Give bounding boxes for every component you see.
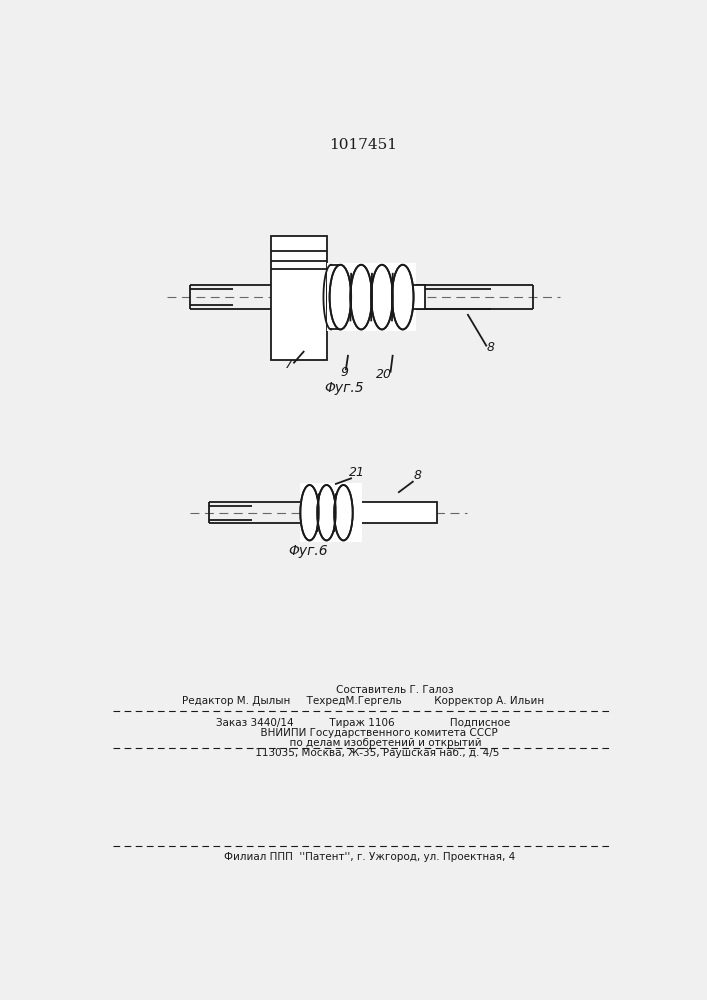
Text: Составитель Г. Галоз: Составитель Г. Галоз: [271, 685, 454, 695]
Ellipse shape: [317, 485, 336, 540]
Text: 113035, Москва, Ж-35, Раушская наб., д. 4/5: 113035, Москва, Ж-35, Раушская наб., д. …: [226, 748, 499, 758]
Bar: [409, 285, 425, 309]
Text: 21: 21: [349, 466, 365, 479]
Bar: [300, 483, 362, 542]
Bar: [353, 502, 437, 523]
Text: ВНИИПИ Государственного комитета СССР: ВНИИПИ Государственного комитета СССР: [228, 728, 498, 738]
Ellipse shape: [329, 265, 351, 329]
Text: 9: 9: [340, 366, 349, 379]
Bar: [271, 235, 327, 360]
Ellipse shape: [351, 265, 372, 329]
Bar: [327, 263, 416, 331]
Ellipse shape: [371, 265, 393, 329]
Text: Редактор М. Дылын     ТехредМ.Гергель          Корректор А. Ильин: Редактор М. Дылын ТехредМ.Гергель Коррек…: [182, 696, 544, 706]
Text: 20: 20: [376, 368, 392, 381]
Text: 7: 7: [285, 358, 293, 371]
Text: Заказ 3440/14           Тираж 1106                 Подписное: Заказ 3440/14 Тираж 1106 Подписное: [216, 718, 510, 728]
Bar: [327, 285, 344, 309]
Ellipse shape: [334, 485, 353, 540]
Text: Φуг.5: Φуг.5: [325, 381, 364, 395]
Text: по делам изобретений и открытий: по делам изобретений и открытий: [244, 738, 481, 748]
Ellipse shape: [392, 265, 414, 329]
Text: Φуг.6: Φуг.6: [288, 544, 328, 558]
Text: 8: 8: [486, 341, 494, 354]
Text: 8: 8: [414, 469, 421, 482]
Ellipse shape: [300, 485, 319, 540]
Text: 1017451: 1017451: [329, 138, 397, 152]
Text: Филиал ППП  ''Патент'', г. Ужгород, ул. Проектная, 4: Филиал ППП ''Патент'', г. Ужгород, ул. П…: [211, 852, 515, 862]
